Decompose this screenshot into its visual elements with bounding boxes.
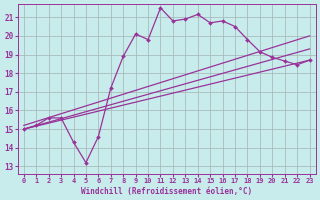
X-axis label: Windchill (Refroidissement éolien,°C): Windchill (Refroidissement éolien,°C) — [81, 187, 252, 196]
